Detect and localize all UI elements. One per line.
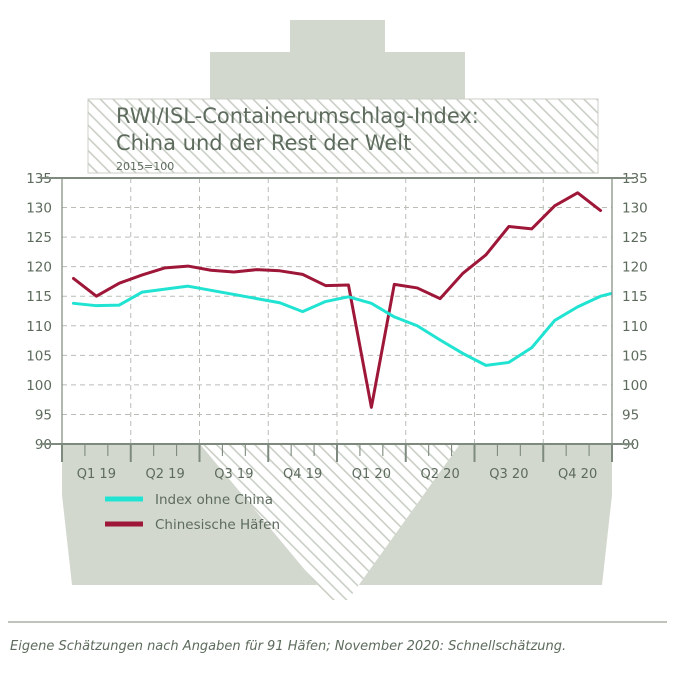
x-axis-labels: Q1 19 Q2 19 Q3 19 Q4 19 Q1 20 Q2 20 Q3 20 Q4 20	[77, 467, 597, 482]
y-tick-label: 130	[622, 201, 648, 217]
chart-legend: Index ohne China Chinesische Häfen	[105, 492, 280, 533]
x-tick-label: Q3 19	[214, 467, 253, 482]
ship-hull-icon	[40, 444, 634, 600]
y-tick-label: 105	[622, 348, 648, 364]
y-tick-label: 115	[622, 289, 648, 305]
series-line	[71, 191, 603, 409]
y-tick-label: 100	[622, 378, 648, 394]
y-tick-label: 110	[26, 319, 52, 335]
x-tick-label: Q1 19	[77, 467, 116, 482]
title-band: RWI/ISL-Containerumschlag-Index: China u…	[87, 98, 599, 174]
legend-label: Chinesische Häfen	[155, 517, 280, 533]
y-axis-labels-left: 9095100105110115120125130135	[26, 171, 52, 453]
y-tick-label: 95	[622, 407, 639, 423]
x-tick-label: Q2 19	[146, 467, 185, 482]
y-tick-label: 120	[622, 260, 648, 276]
y-tick-label: 125	[622, 230, 648, 246]
chart-title-line1: RWI/ISL-Containerumschlag-Index:	[116, 104, 479, 128]
x-tick-label: Q2 20	[421, 467, 460, 482]
chart-title-line2: China und der Rest der Welt	[116, 131, 411, 155]
series-line	[71, 284, 612, 367]
legend-label: Index ohne China	[155, 492, 273, 508]
y-tick-label: 120	[26, 260, 52, 276]
y-axis-labels-right: 9095100105110115120125130135	[622, 171, 648, 453]
chart-footnote: Eigene Schätzungen nach Angaben für 91 H…	[10, 639, 566, 654]
plot-background	[62, 178, 612, 444]
series-lines	[71, 191, 612, 409]
chart-subtitle: 2015=100	[116, 160, 174, 173]
y-tick-label: 135	[622, 171, 648, 187]
x-tick-label: Q4 20	[558, 467, 597, 482]
y-tick-label: 105	[26, 348, 52, 364]
x-tick-label: Q4 19	[283, 467, 322, 482]
y-tick-label: 135	[26, 171, 52, 187]
y-tick-label: 100	[26, 378, 52, 394]
x-tick-label: Q3 20	[489, 467, 528, 482]
y-tick-label: 130	[26, 201, 52, 217]
y-tick-label: 115	[26, 289, 52, 305]
y-tick-label: 110	[622, 319, 648, 335]
axis-ticks	[61, 178, 613, 462]
y-tick-label: 125	[26, 230, 52, 246]
x-tick-label: Q1 20	[352, 467, 391, 482]
y-tick-label: 95	[35, 407, 52, 423]
